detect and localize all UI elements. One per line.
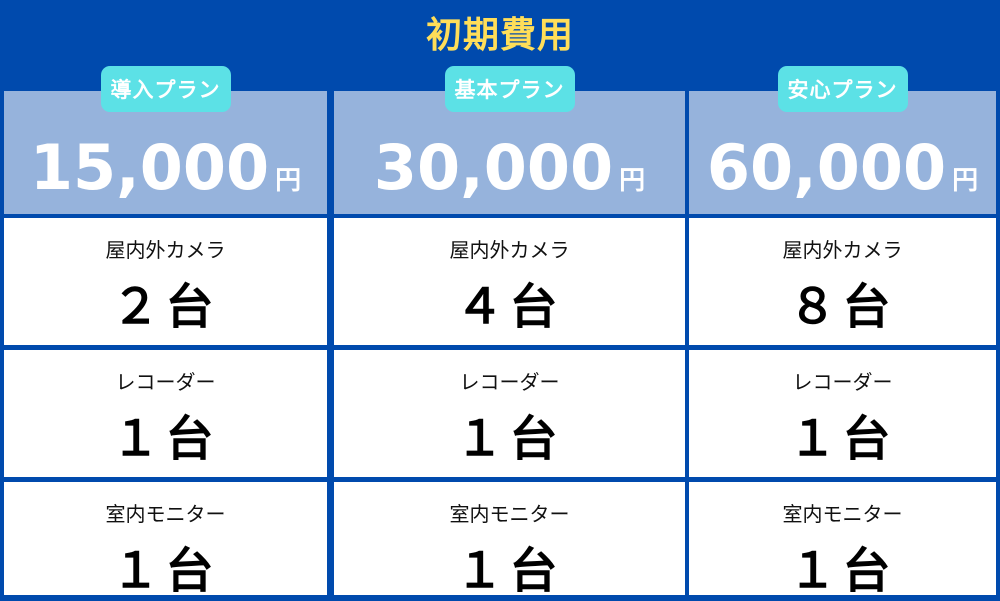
- item-count: ２台: [111, 279, 220, 335]
- plan-name-badge: 基本プラン: [444, 66, 575, 112]
- plan-name-badge: 安心プラン: [777, 66, 908, 112]
- item-count: １台: [788, 411, 897, 467]
- item-count: ８台: [788, 279, 897, 335]
- item-label: 室内モニター: [782, 502, 903, 526]
- plan-price: 60,000 円: [689, 131, 996, 204]
- item-label: 屋内外カメラ: [782, 238, 903, 262]
- plan-name-badge: 導入プラン: [100, 66, 231, 112]
- price-value: 15,000: [29, 131, 270, 204]
- item-count: １台: [788, 543, 897, 599]
- item-label: レコーダー: [459, 370, 560, 394]
- item-count: １台: [455, 543, 564, 599]
- plan-item-cell: レコーダー １台: [4, 350, 327, 477]
- item-count: １台: [111, 411, 220, 467]
- item-label: 室内モニター: [449, 502, 570, 526]
- item-label: レコーダー: [792, 370, 893, 394]
- plan-item-cell: 室内モニター １台: [4, 482, 327, 599]
- plan-item-cell: レコーダー １台: [334, 350, 685, 477]
- item-count: １台: [455, 411, 564, 467]
- item-count: ４台: [455, 279, 564, 335]
- price-unit: 円: [619, 166, 646, 196]
- plan-price-cell: 60,000 円: [689, 91, 996, 214]
- plan-price: 15,000 円: [4, 131, 327, 204]
- plan-item-cell: レコーダー １台: [689, 350, 996, 477]
- plan-price: 30,000 円: [334, 131, 685, 204]
- item-count: １台: [111, 543, 220, 599]
- item-label: 室内モニター: [105, 502, 226, 526]
- item-label: 屋内外カメラ: [449, 238, 570, 262]
- item-label: 屋内外カメラ: [105, 238, 226, 262]
- price-value: 30,000: [373, 131, 614, 204]
- plan-item-cell: 室内モニター １台: [689, 482, 996, 599]
- page-title: 初期費用: [425, 15, 574, 56]
- plan-item-cell: 屋内外カメラ ４台: [334, 218, 685, 345]
- plan-item-cell: 屋内外カメラ ８台: [689, 218, 996, 345]
- price-unit: 円: [952, 166, 979, 196]
- price-value: 60,000: [706, 131, 947, 204]
- plan-item-cell: 屋内外カメラ ２台: [4, 218, 327, 345]
- price-unit: 円: [275, 166, 302, 196]
- item-label: レコーダー: [115, 370, 216, 394]
- plan-item-cell: 室内モニター １台: [334, 482, 685, 599]
